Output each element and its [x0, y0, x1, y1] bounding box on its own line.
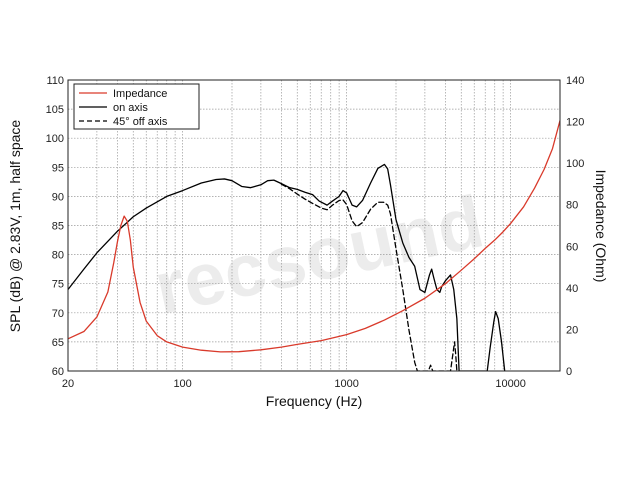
y-right-tick-label: 0 [566, 366, 572, 378]
legend: Impedance on axis 45° off axis [73, 83, 200, 130]
tick-labels: 20 100 1000 10000 60 65 70 75 80 85 90 95 100 105 110 0… [46, 75, 585, 390]
legend-label-impedance: Impedance [113, 88, 167, 100]
y-right-tick-label: 60 [566, 241, 578, 253]
y-left-tick-label: 100 [46, 133, 64, 145]
plot-frame [67, 79, 561, 372]
y-axis-left-label: SPL (dB) @ 2.83V, 1m, half space [7, 120, 23, 333]
x-tick-label: 1000 [334, 378, 358, 390]
y-left-tick-label: 85 [52, 221, 64, 233]
y-right-tick-label: 40 [566, 283, 578, 295]
series-line-45-off-axis [280, 183, 458, 371]
x-tick-label: 20 [62, 378, 74, 390]
y-right-tick-label: 20 [566, 324, 578, 336]
y-right-tick-label: 100 [566, 158, 584, 170]
y-left-tick-label: 105 [46, 104, 64, 116]
y-left-tick-label: 110 [46, 75, 64, 87]
x-axis-label: Frequency (Hz) [266, 393, 362, 409]
y-left-tick-label: 90 [52, 191, 64, 203]
legend-label-on-axis: on axis [113, 102, 148, 114]
y-left-tick-label: 80 [52, 250, 64, 262]
y-left-tick-label: 70 [52, 308, 64, 320]
y-axis-right-label: Impedance (Ohm) [593, 170, 609, 283]
y-left-tick-label: 65 [52, 337, 64, 349]
series-line-impedance [68, 119, 560, 353]
y-left-tick-label: 60 [52, 366, 64, 378]
y-left-tick-label: 75 [52, 279, 64, 291]
y-right-tick-label: 80 [566, 200, 578, 212]
y-right-tick-label: 140 [566, 75, 584, 87]
legend-label-off-axis: 45° off axis [113, 116, 168, 128]
x-tick-label: 100 [173, 378, 191, 390]
y-right-tick-label: 120 [566, 117, 584, 129]
x-tick-label: 10000 [495, 378, 526, 390]
y-left-tick-label: 95 [52, 162, 64, 174]
series-line-on-axis [68, 163, 506, 371]
series-layer [68, 119, 560, 371]
